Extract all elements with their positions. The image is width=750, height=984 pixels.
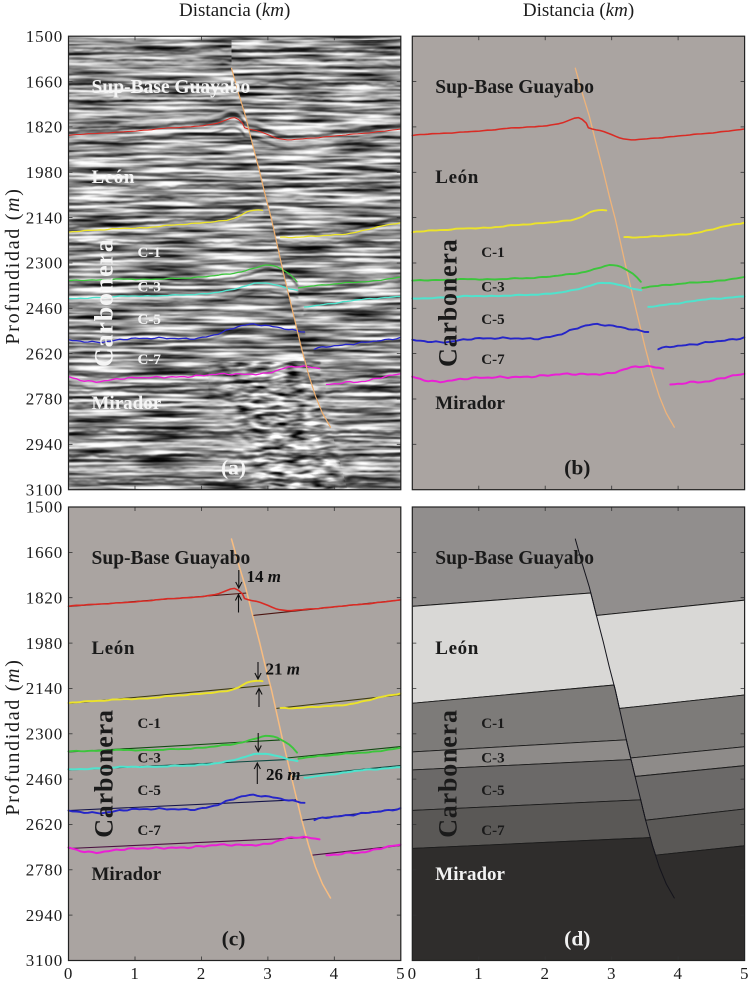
svg-text:León: León bbox=[92, 167, 136, 188]
svg-text:5: 5 bbox=[740, 964, 749, 983]
svg-text:Carbonera: Carbonera bbox=[433, 709, 462, 838]
svg-text:26 m: 26 m bbox=[266, 765, 300, 784]
svg-text:Mirador: Mirador bbox=[435, 393, 505, 414]
svg-text:C-3: C-3 bbox=[481, 280, 504, 296]
svg-text:Sup-Base Guayabo: Sup-Base Guayabo bbox=[435, 548, 594, 569]
svg-text:C-1: C-1 bbox=[481, 245, 504, 261]
svg-text:C-1: C-1 bbox=[481, 716, 504, 732]
svg-text:C-3: C-3 bbox=[138, 751, 161, 767]
svg-text:Sup-Base Guayabo: Sup-Base Guayabo bbox=[92, 548, 251, 569]
svg-text:2940: 2940 bbox=[26, 906, 63, 925]
svg-text:2460: 2460 bbox=[26, 770, 63, 789]
svg-text:Mirador: Mirador bbox=[435, 864, 505, 885]
svg-text:C-7: C-7 bbox=[138, 352, 162, 368]
svg-text:Sup-Base Guayabo: Sup-Base Guayabo bbox=[92, 77, 251, 98]
svg-text:2140: 2140 bbox=[26, 208, 63, 227]
svg-text:5: 5 bbox=[396, 964, 405, 983]
svg-text:Profundidad (m): Profundidad (m) bbox=[2, 658, 24, 815]
svg-text:2780: 2780 bbox=[26, 390, 63, 409]
svg-text:C-5: C-5 bbox=[138, 783, 161, 799]
svg-text:Carbonera: Carbonera bbox=[433, 238, 462, 367]
svg-text:1980: 1980 bbox=[26, 163, 63, 182]
svg-text:(b): (b) bbox=[564, 456, 590, 480]
svg-text:C-3: C-3 bbox=[481, 751, 504, 767]
svg-text:1820: 1820 bbox=[26, 118, 63, 137]
svg-text:Profundidad (m): Profundidad (m) bbox=[2, 187, 24, 344]
svg-text:2780: 2780 bbox=[26, 861, 63, 880]
svg-text:3100: 3100 bbox=[26, 951, 63, 970]
svg-text:Distancia (km): Distancia (km) bbox=[523, 0, 634, 21]
svg-text:Distancia (km): Distancia (km) bbox=[179, 0, 290, 21]
svg-text:4: 4 bbox=[673, 964, 682, 983]
svg-text:C-1: C-1 bbox=[138, 245, 161, 261]
svg-text:1500: 1500 bbox=[26, 27, 63, 46]
svg-text:C-7: C-7 bbox=[481, 823, 505, 839]
svg-text:2620: 2620 bbox=[26, 815, 63, 834]
svg-text:C-7: C-7 bbox=[138, 823, 162, 839]
svg-text:(d): (d) bbox=[564, 927, 590, 951]
svg-text:1660: 1660 bbox=[26, 543, 63, 562]
svg-text:C-5: C-5 bbox=[481, 783, 504, 799]
svg-text:León: León bbox=[435, 167, 479, 188]
svg-text:2140: 2140 bbox=[26, 679, 63, 698]
svg-text:14 m: 14 m bbox=[247, 567, 281, 586]
svg-text:1660: 1660 bbox=[26, 72, 63, 91]
svg-text:C-1: C-1 bbox=[138, 716, 161, 732]
svg-text:1820: 1820 bbox=[26, 588, 63, 607]
svg-text:0: 0 bbox=[64, 964, 73, 983]
svg-text:León: León bbox=[92, 638, 136, 659]
svg-text:C-3: C-3 bbox=[138, 280, 161, 296]
svg-text:2940: 2940 bbox=[26, 435, 63, 454]
svg-text:3100: 3100 bbox=[26, 480, 63, 499]
svg-text:3: 3 bbox=[263, 964, 272, 983]
svg-text:Mirador: Mirador bbox=[92, 864, 162, 885]
svg-text:1980: 1980 bbox=[26, 634, 63, 653]
svg-text:2300: 2300 bbox=[26, 254, 63, 273]
svg-text:1: 1 bbox=[474, 964, 483, 983]
svg-text:C-7: C-7 bbox=[481, 352, 505, 368]
svg-text:Mirador: Mirador bbox=[92, 393, 162, 414]
svg-text:3: 3 bbox=[607, 964, 616, 983]
svg-text:(a): (a) bbox=[221, 456, 246, 480]
svg-text:4: 4 bbox=[330, 964, 339, 983]
svg-text:2: 2 bbox=[541, 964, 550, 983]
svg-text:Carbonera: Carbonera bbox=[90, 238, 119, 367]
svg-text:2620: 2620 bbox=[26, 344, 63, 363]
svg-text:Carbonera: Carbonera bbox=[90, 709, 119, 838]
svg-text:1: 1 bbox=[130, 964, 139, 983]
svg-text:C-5: C-5 bbox=[481, 312, 504, 328]
svg-text:1500: 1500 bbox=[26, 498, 63, 517]
svg-text:(c): (c) bbox=[222, 927, 246, 951]
svg-text:C-5: C-5 bbox=[138, 312, 161, 328]
svg-text:0: 0 bbox=[408, 964, 417, 983]
svg-text:León: León bbox=[435, 638, 479, 659]
svg-text:Sup-Base Guayabo: Sup-Base Guayabo bbox=[435, 77, 594, 98]
svg-text:2460: 2460 bbox=[26, 299, 63, 318]
svg-text:2: 2 bbox=[197, 964, 206, 983]
svg-text:21 m: 21 m bbox=[266, 660, 300, 679]
svg-text:2300: 2300 bbox=[26, 725, 63, 744]
